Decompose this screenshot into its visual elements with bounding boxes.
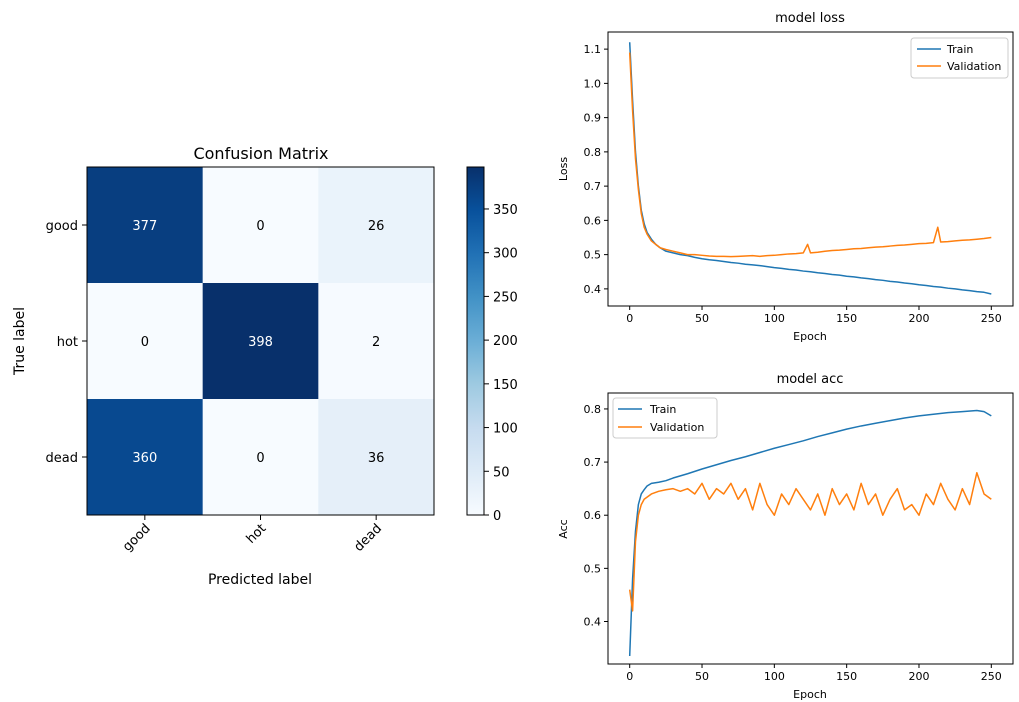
loss-y-tick-label: 0.6 [584, 214, 602, 227]
acc-frame [607, 392, 1014, 665]
loss-y-ticks: 0.4 0.5 0.6 0.7 0.8 0.9 1.0 1.1 [584, 43, 608, 296]
cm-cell-value: 0 [256, 219, 264, 234]
acc-legend-val-label: Validation [650, 421, 704, 434]
acc-series-validation-line [628, 471, 992, 612]
cm-x-tick-label: dead [351, 521, 385, 555]
acc-y-tick-label: 0.6 [584, 509, 602, 522]
acc-x-tick-label: 150 [836, 670, 857, 683]
acc-y-tick-label: 0.8 [584, 403, 602, 416]
acc-x-tick-label: 200 [908, 670, 929, 683]
colorbar-tick-label: 200 [493, 334, 518, 349]
acc-y-tick-label: 0.4 [584, 615, 602, 628]
loss-lines [628, 42, 992, 295]
loss-series-train-line [628, 42, 992, 295]
colorbar-tick-label: 0 [493, 509, 501, 524]
cm-cell [318, 283, 435, 400]
cm-cell-value: 377 [132, 219, 157, 234]
acc-x-tick-label: 0 [626, 670, 633, 683]
loss-x-tick-label: 0 [626, 312, 633, 325]
colorbar: 0 50 100 150 200 250 300 350 [466, 166, 518, 524]
acc-y-ticks: 0.4 0.5 0.6 0.7 0.8 [584, 403, 608, 628]
loss-x-tick-label: 100 [764, 312, 785, 325]
colorbar-tick-label: 350 [493, 203, 518, 218]
confusion-matrix: Confusion Matrix 377 0 26 0 398 2 360 0 36 good h… [12, 144, 435, 588]
colorbar-tick-label: 100 [493, 422, 518, 437]
cm-cell-value: 26 [368, 219, 385, 234]
acc-lines [628, 409, 992, 657]
cm-cell [318, 167, 435, 284]
cm-cell-value: 360 [132, 451, 157, 466]
cm-cell-value: 0 [256, 451, 264, 466]
acc-legend: Train Validation [612, 397, 718, 439]
loss-y-tick-label: 0.7 [584, 180, 602, 193]
loss-ylabel: Loss [557, 157, 570, 181]
colorbar-tick-label: 50 [493, 465, 510, 480]
loss-plot: model loss 0 50 100 150 200 250 0.40.50.60.70… [557, 11, 1014, 343]
acc-y-tick-label: 0.7 [584, 456, 602, 469]
cm-cell [202, 167, 319, 284]
colorbar-tick-label: 300 [493, 247, 518, 262]
acc-x-tick-label: 250 [981, 670, 1002, 683]
cm-y-ticks: good hot dead [46, 219, 87, 466]
loss-y-tick-label: 1.1 [584, 43, 602, 56]
colorbar-tick-label: 150 [493, 378, 518, 393]
cm-cell [202, 399, 319, 516]
cm-ylabel: True label [12, 307, 28, 376]
acc-x-ticks: 0 50 100 150 200 250 [626, 664, 1002, 683]
cm-x-tick-label: good [120, 521, 154, 555]
colorbar-ticks: 0 50 100 150 200 250 300 350 [484, 203, 518, 524]
loss-xlabel: Epoch [793, 330, 827, 343]
cm-cell [318, 399, 435, 516]
loss-legend-val-label: Validation [947, 60, 1001, 73]
cm-cell-value: 36 [368, 451, 385, 466]
loss-legend: Train Validation [910, 37, 1009, 79]
cm-y-tick-label: good [46, 219, 78, 234]
acc-title: model acc [777, 372, 844, 387]
cm-cell-value: 398 [248, 335, 273, 350]
loss-y-tick-label: 0.9 [584, 112, 602, 125]
loss-frame [607, 31, 1014, 307]
loss-y-tick-label: 0.5 [584, 249, 602, 262]
cm-cell [202, 283, 319, 400]
acc-series-train-line [628, 409, 992, 657]
cm-y-tick-label: dead [46, 451, 78, 466]
loss-y-tick-label: 0.4 [584, 283, 602, 296]
cm-x-ticks: good hot dead [120, 515, 385, 555]
cm-cell [87, 399, 204, 516]
loss-x-tick-label: 200 [908, 312, 929, 325]
colorbar-tick-label: 250 [493, 290, 518, 305]
cm-xlabel: Predicted label [208, 572, 312, 588]
loss-y-tick-label: 1.0 [584, 77, 602, 90]
loss-series-validation-line [628, 52, 992, 258]
acc-plot: model acc 0 50 100 150 200 250 0.40.50.60.70.… [557, 372, 1014, 701]
acc-y-tick-label: 0.5 [584, 562, 602, 575]
loss-x-ticks: 0 50 100 150 200 250 [626, 306, 1002, 325]
cm-title: Confusion Matrix [193, 144, 328, 163]
cm-cell [87, 283, 204, 400]
loss-x-tick-label: 150 [836, 312, 857, 325]
acc-ylabel: Acc [557, 519, 570, 538]
loss-y-tick-label: 0.8 [584, 146, 602, 159]
cm-cells: 377 0 26 0 398 2 360 0 36 [87, 167, 435, 516]
cm-cell-value: 2 [372, 335, 380, 350]
cm-cell [87, 167, 204, 284]
loss-x-tick-label: 50 [695, 312, 709, 325]
acc-legend-box [612, 397, 718, 439]
cm-x-tick-label: hot [244, 521, 270, 547]
cm-y-tick-label: hot [57, 335, 78, 350]
loss-x-tick-label: 250 [981, 312, 1002, 325]
acc-x-tick-label: 100 [764, 670, 785, 683]
acc-legend-train-label: Train [649, 403, 676, 416]
cm-cell-value: 0 [141, 335, 149, 350]
loss-legend-box [910, 37, 1009, 79]
colorbar-gradient [466, 166, 485, 516]
loss-title: model loss [775, 11, 845, 26]
acc-xlabel: Epoch [793, 688, 827, 701]
loss-legend-train-label: Train [946, 43, 973, 56]
acc-x-tick-label: 50 [695, 670, 709, 683]
